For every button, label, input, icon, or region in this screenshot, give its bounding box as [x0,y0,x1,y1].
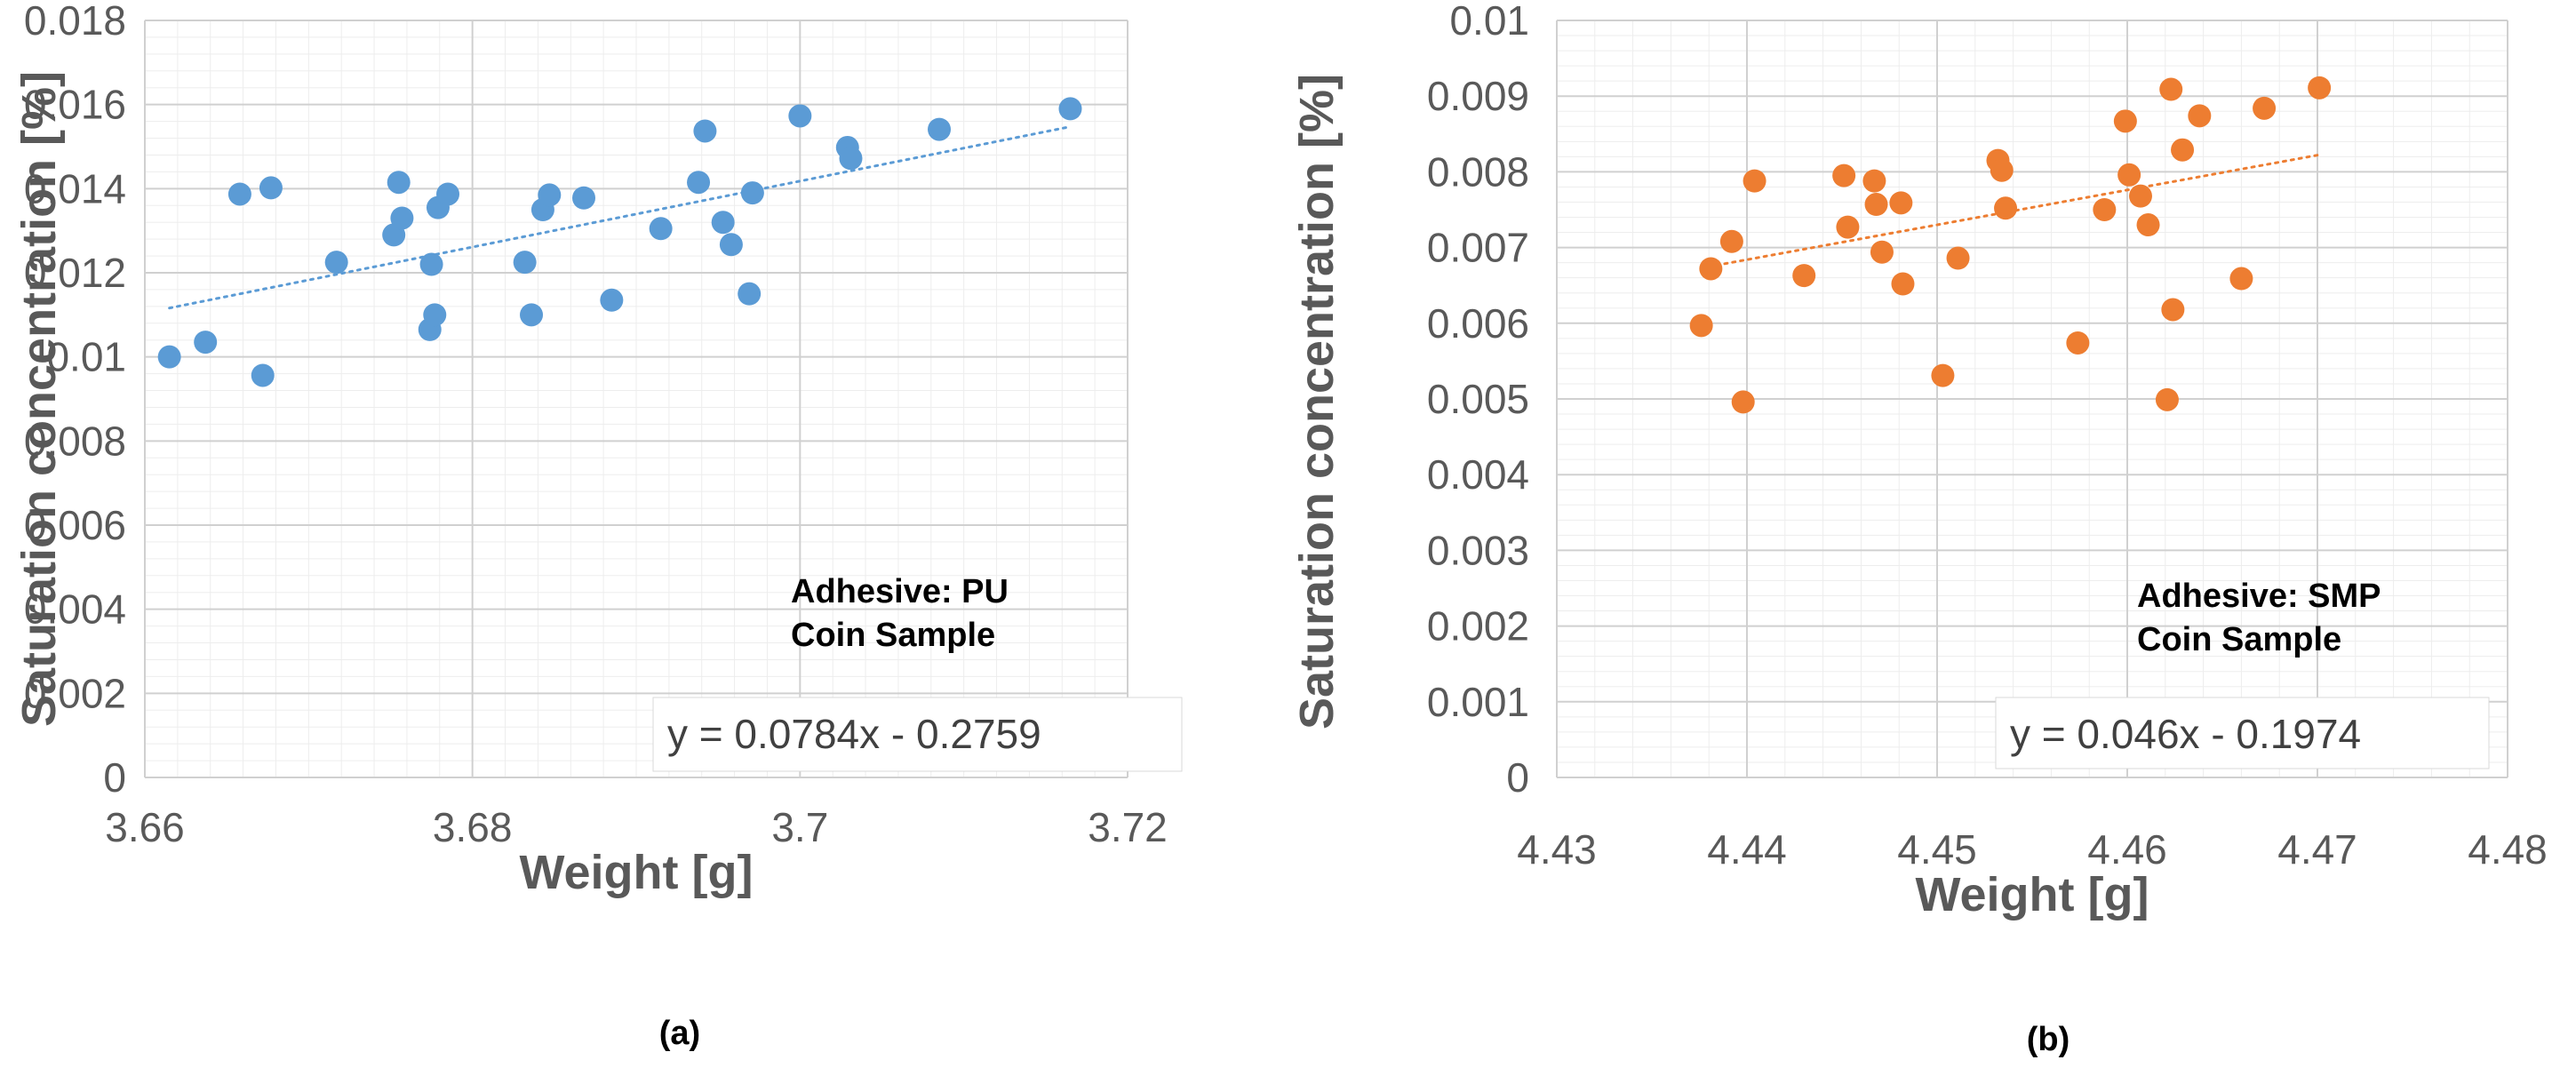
data-point [600,288,624,312]
data-point [251,363,275,387]
trendline-equation-a: y = 0.0784x - 0.2759 [667,711,1041,757]
plot-area-a [144,20,1128,778]
y-tick-label: 0 [103,754,126,801]
y-tick-label: 0.018 [24,0,126,44]
data-point [436,182,460,206]
data-point [928,117,952,141]
y-tick-label: 0.004 [24,586,126,633]
data-point [649,217,673,241]
data-point [387,171,411,195]
data-point [687,171,711,195]
data-point [259,176,283,200]
data-point [788,104,812,128]
annotation-line-a-1: Adhesive: PU [791,573,1009,610]
data-point [324,251,348,275]
y-tick-label: 0.014 [24,165,126,211]
data-point [227,182,251,206]
y-tick-label: 0.002 [24,670,126,716]
x-tick-labels-a: 3.66 3.68 3.7 3.72 [105,804,1168,850]
data-points-a [157,97,1082,387]
y-tick-label: 0.012 [24,250,126,296]
y-tick-label: 0.008 [24,418,126,464]
data-point [423,303,447,327]
trendline [168,125,1072,310]
major-gridlines-a [144,20,1128,778]
data-point [839,147,863,171]
data-point [1058,97,1082,121]
data-point [513,251,537,275]
trendline-equation-box-a: y = 0.0784x - 0.2759 [652,697,1183,772]
data-point [194,331,218,355]
y-tick-labels-a: 0 0.002 0.004 0.006 0.008 0.01 0.012 0.014 0.016… [24,0,126,801]
data-point [538,183,562,207]
data-point [572,186,596,210]
data-point [419,252,443,276]
data-point [390,206,414,230]
annotation-line-a-2: Coin Sample [791,617,995,654]
trendline-equation-background-a [652,697,1183,772]
y-tick-label: 0.006 [24,502,126,548]
data-point [738,282,762,306]
data-point [693,119,717,143]
data-point [711,211,735,235]
x-tick-label: 3.7 [771,804,828,850]
trendline-a [168,125,1072,310]
y-tick-label: 0.01 [46,334,126,380]
x-tick-label: 3.66 [105,804,185,850]
annotation-a: Adhesive: PU Coin Sample [791,573,1009,654]
x-axis-title-a: Weight [g] [520,846,754,899]
panel-caption-a: (a) [659,1015,700,1052]
data-point [157,345,181,369]
x-tick-label: 3.72 [1088,804,1168,850]
data-point [719,233,743,257]
data-point [520,303,544,327]
data-point [740,181,764,205]
y-axis-title-a: Saturation concentration [%] [12,71,66,727]
y-tick-label: 0.016 [24,82,126,128]
x-tick-label: 3.68 [433,804,513,850]
